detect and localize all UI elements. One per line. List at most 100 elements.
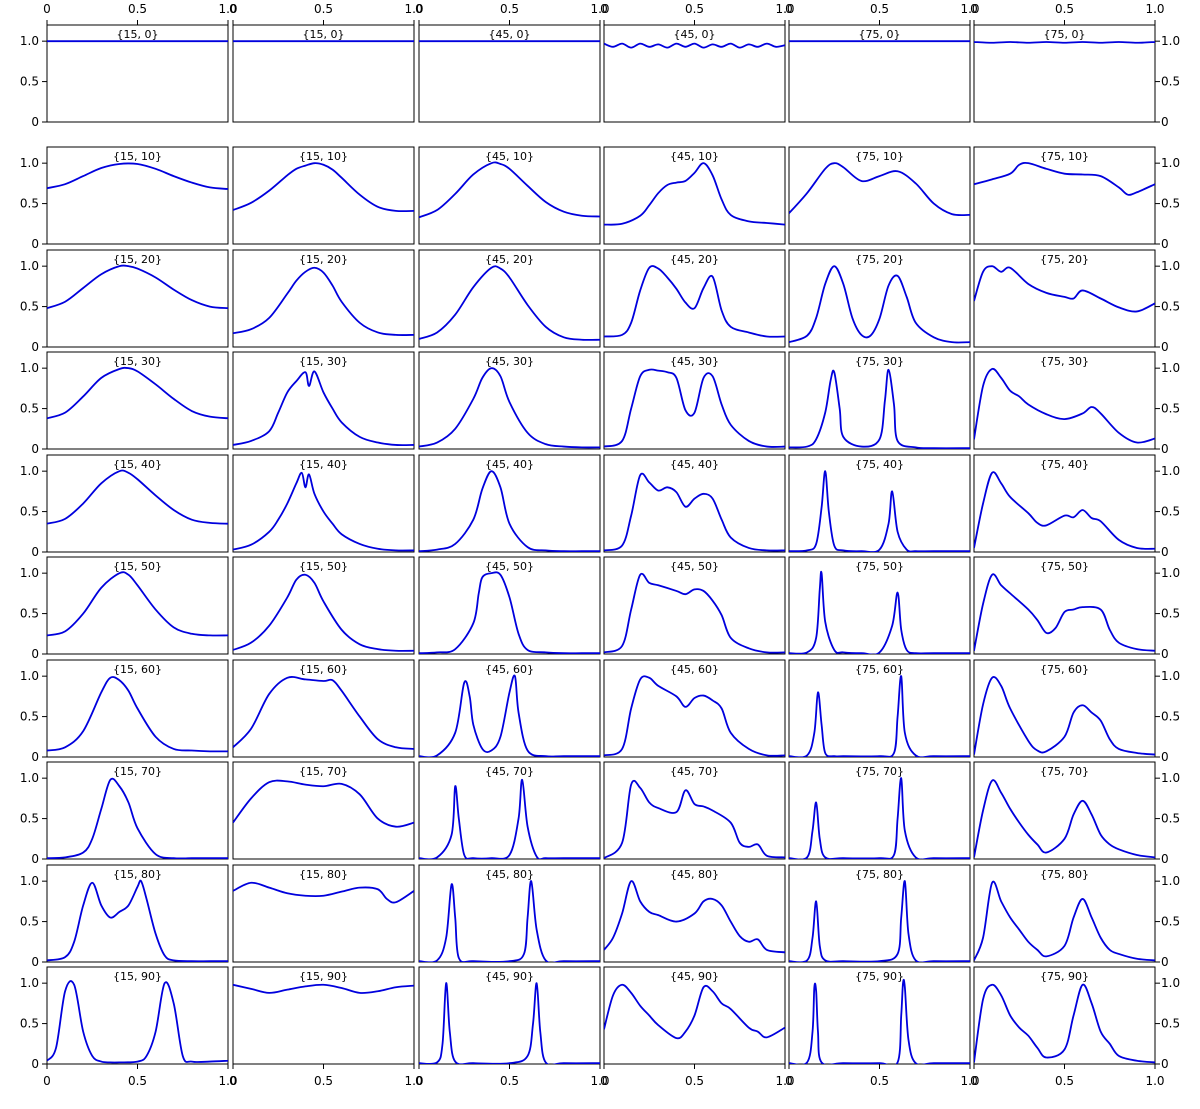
panel: {75, 70}: [973, 761, 1160, 860]
panel: {75, 0}: [788, 20, 971, 123]
panel-title: {75, 80}: [1040, 868, 1089, 881]
y-tick-label: 0: [31, 852, 39, 866]
panel: {15, 80}: [42, 864, 229, 963]
series-line: [974, 265, 1155, 313]
y-tick-label: 1.0: [20, 566, 39, 580]
panel: {45, 90}: [418, 966, 601, 1069]
series-line: [47, 676, 228, 753]
x-tick-label: 0: [415, 1074, 423, 1088]
panel-title: {15, 20}: [299, 253, 348, 266]
y-tick-label: 0: [1161, 115, 1169, 129]
series-line: [789, 978, 970, 1064]
panel-title: {15, 20}: [113, 253, 162, 266]
x-tick-label: 0: [43, 2, 51, 16]
panel-title: {15, 60}: [113, 663, 162, 676]
panel: {45, 80}: [418, 864, 601, 963]
y-tick-label: 0: [1161, 955, 1169, 969]
panel-frame: [788, 454, 971, 553]
panel-title: {75, 10}: [1040, 150, 1089, 163]
y-tick-label: 0.5: [20, 710, 39, 724]
series-line: [974, 573, 1155, 652]
panel-frame: [973, 249, 1156, 348]
panel-title: {75, 10}: [855, 150, 904, 163]
panel-title: {45, 30}: [670, 355, 719, 368]
panel: {45, 40}: [603, 454, 786, 553]
panel-frame: [46, 761, 229, 860]
x-tick-label: 0: [43, 1074, 51, 1088]
y-tick-label: 1.0: [20, 464, 39, 478]
x-tick-label: 0.5: [128, 1074, 147, 1088]
panel-title: {45, 60}: [670, 663, 719, 676]
series-line: [47, 571, 228, 637]
panel: {75, 10}: [788, 146, 971, 245]
y-tick-label: 1.0: [20, 976, 39, 990]
panel: {75, 50}: [788, 556, 971, 655]
x-tick-label: 1.0: [404, 1074, 423, 1088]
panel-title: {45, 70}: [485, 765, 534, 778]
panel: {45, 90}: [603, 966, 786, 1069]
x-tick-label: 0.5: [500, 1074, 519, 1088]
x-tick-label: 0: [229, 2, 237, 16]
panel-frame: [418, 146, 601, 245]
x-tick-label: 0.5: [128, 2, 147, 16]
x-tick-label: 1.0: [960, 1074, 979, 1088]
panel-title: {45, 20}: [485, 253, 534, 266]
y-tick-label: 0: [31, 115, 39, 129]
series-line: [47, 777, 228, 859]
panel-title: {45, 90}: [485, 970, 534, 983]
x-tick-label: 0: [970, 2, 978, 16]
x-tick-label: 0: [415, 2, 423, 16]
x-tick-label: 1.0: [775, 1074, 794, 1088]
panel-title: {45, 80}: [485, 868, 534, 881]
y-tick-label: 0: [31, 442, 39, 456]
y-tick-label: 0.5: [20, 75, 39, 89]
x-tick-label: 0: [229, 1074, 237, 1088]
panel-frame: [232, 864, 415, 963]
y-tick-label: 0: [31, 955, 39, 969]
series-line: [419, 470, 600, 552]
panel-title: {45, 50}: [485, 560, 534, 573]
y-tick-label: 1.0: [20, 874, 39, 888]
panel: {45, 30}: [603, 351, 786, 450]
panel: {75, 70}: [788, 761, 971, 860]
series-line: [233, 779, 414, 828]
y-tick-label: 1.0: [1161, 874, 1180, 888]
panel-title: {15, 0}: [117, 28, 159, 41]
series-line: [47, 980, 228, 1064]
panel-frame: [973, 761, 1156, 860]
panel-frame: [603, 761, 786, 860]
y-tick-label: 0.5: [1161, 607, 1180, 621]
panel-title: {45, 40}: [670, 458, 719, 471]
series-line: [974, 161, 1155, 196]
panel-title: {75, 30}: [855, 355, 904, 368]
x-tick-label: 0.5: [1055, 2, 1074, 16]
panel-frame: [788, 146, 971, 245]
panel-title: {15, 60}: [299, 663, 348, 676]
panel-title: {45, 10}: [485, 150, 534, 163]
series-line: [419, 778, 600, 859]
panel-frame: [418, 864, 601, 963]
panel: {15, 80}: [232, 864, 415, 963]
x-tick-label: 0: [785, 1074, 793, 1088]
panel-title: {15, 80}: [299, 868, 348, 881]
panel-frame: [46, 249, 229, 348]
series-line: [974, 41, 1155, 44]
panel-title: {45, 30}: [485, 355, 534, 368]
panel-frame: [46, 454, 229, 553]
y-tick-label: 0: [1161, 442, 1169, 456]
panel-title: {45, 20}: [670, 253, 719, 266]
panel-title: {15, 90}: [299, 970, 348, 983]
series-line: [604, 675, 785, 757]
series-line: [47, 366, 228, 420]
panel-title: {45, 40}: [485, 458, 534, 471]
y-tick-label: 0.5: [20, 1017, 39, 1031]
panel-title: {45, 90}: [670, 970, 719, 983]
series-line: [47, 469, 228, 525]
series-line: [419, 982, 600, 1064]
y-tick-label: 0.5: [20, 300, 39, 314]
series-line: [789, 368, 970, 449]
panel: {45, 30}: [418, 351, 601, 450]
y-tick-label: 1.0: [20, 34, 39, 48]
panel-frame: [973, 351, 1156, 450]
